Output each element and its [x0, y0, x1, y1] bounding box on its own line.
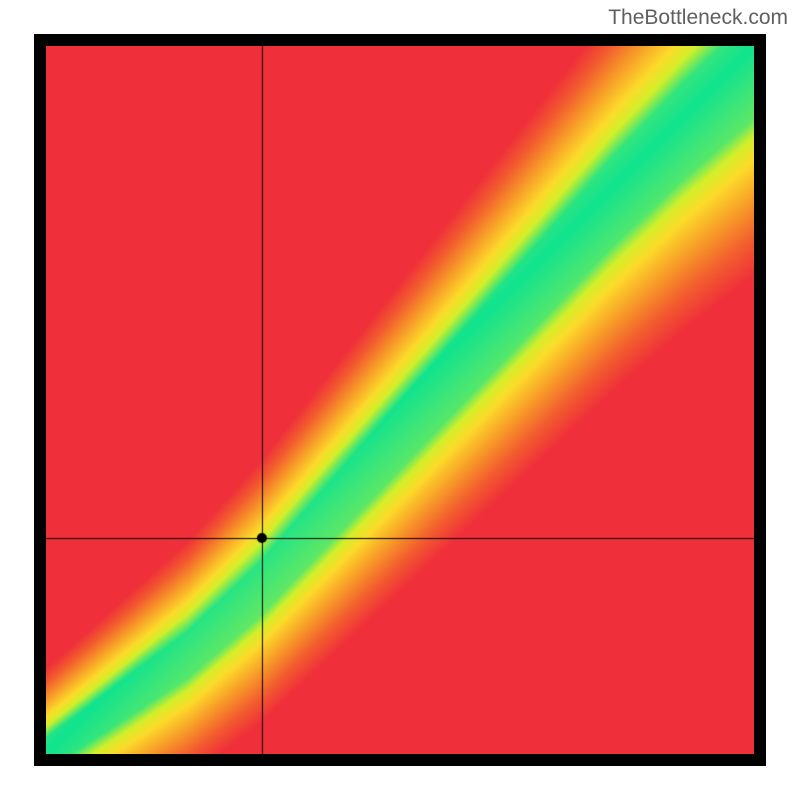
heatmap-canvas	[46, 46, 754, 754]
chart-frame	[34, 34, 766, 766]
attribution-text: TheBottleneck.com	[608, 6, 788, 30]
heatmap-plot	[46, 46, 754, 754]
